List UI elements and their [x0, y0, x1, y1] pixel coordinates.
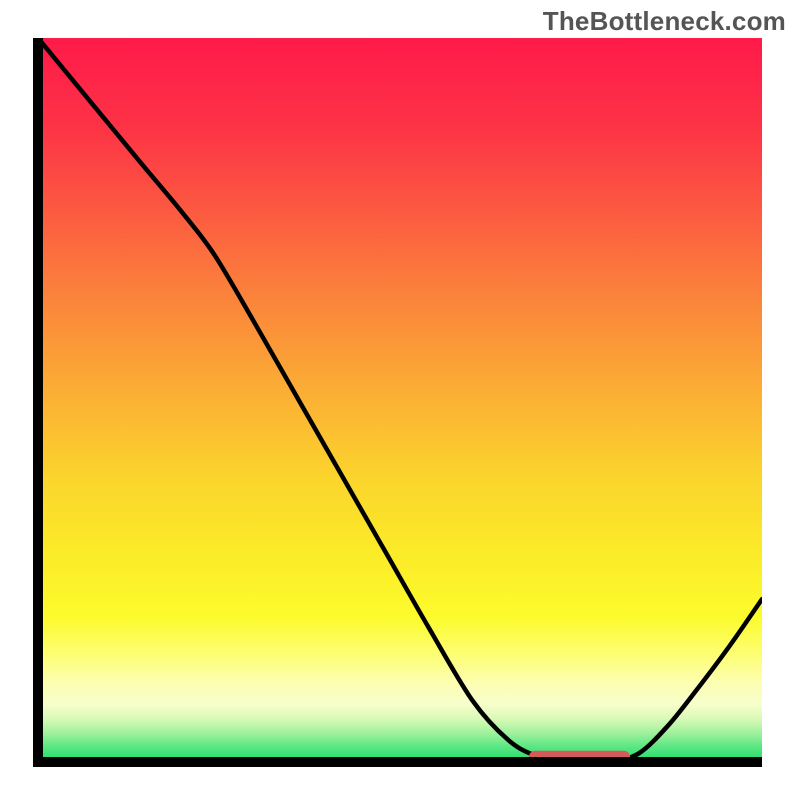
bottleneck-chart	[0, 0, 800, 800]
gradient-background	[38, 38, 762, 762]
watermark-text: TheBottleneck.com	[543, 6, 786, 37]
